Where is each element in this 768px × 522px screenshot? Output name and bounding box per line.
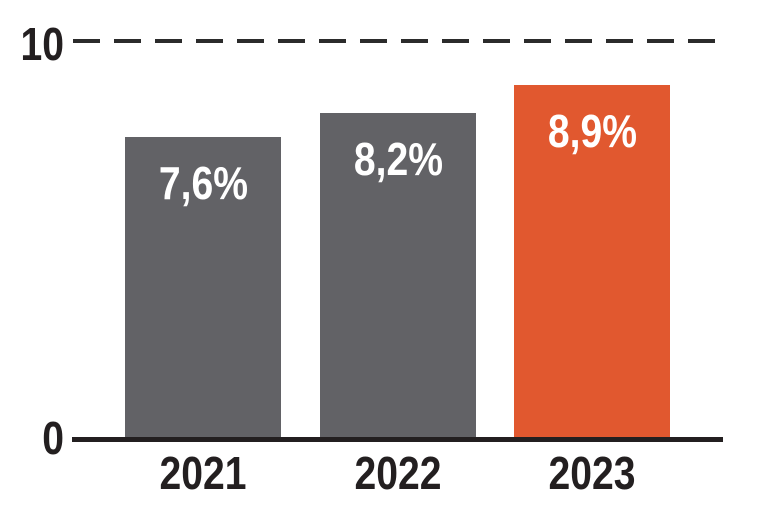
x-axis-line	[72, 437, 723, 442]
bar-value-label-2021: 7,6%	[158, 157, 248, 209]
bar-value-label-2022: 8,2%	[353, 133, 443, 185]
y-axis-tick-label-10: 10	[20, 18, 64, 70]
bar-2021: 7,6%	[125, 137, 281, 441]
y-axis-tick-label-0: 0	[42, 412, 64, 464]
x-axis-label-2022: 2022	[354, 447, 442, 499]
x-axis-label-2021: 2021	[159, 447, 247, 499]
bar-2023: 8,9%	[514, 85, 670, 441]
dashed-gridline-10	[73, 39, 721, 43]
x-axis-label-2023: 2023	[548, 447, 636, 499]
bar-2022: 8,2%	[320, 113, 476, 441]
bar-value-label-2023: 8,9%	[547, 105, 637, 157]
